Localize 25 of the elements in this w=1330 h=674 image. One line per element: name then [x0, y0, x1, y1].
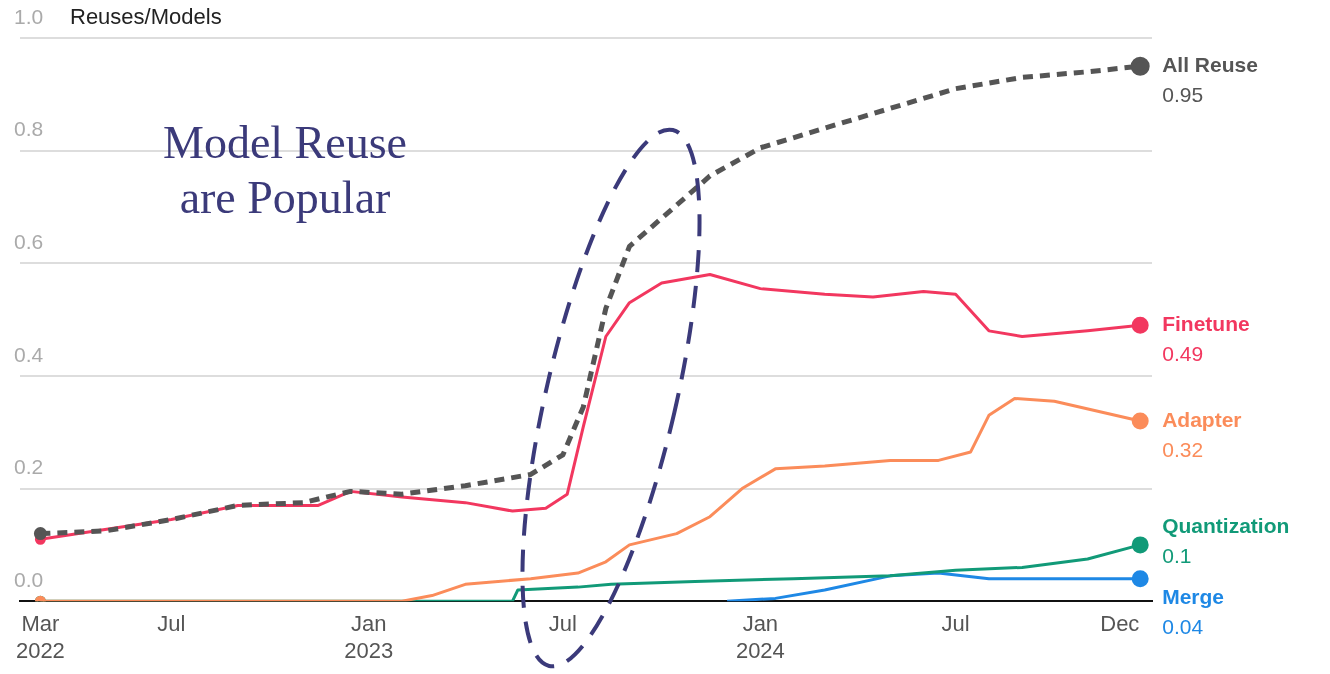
annotation: Model Reuse are Popular [162, 116, 408, 226]
x-tick-label: Dec [1100, 611, 1140, 637]
x-tick-label: Jul [157, 611, 186, 637]
y-tick-label: 0.8 [14, 117, 44, 141]
y-tick-label: 0.0 [14, 568, 44, 591]
data-label: 0.1 [1162, 543, 1192, 567]
y-axis-title: Reuses/Models [70, 4, 222, 30]
x-tick-label: Jul [548, 611, 577, 637]
x-tick-label: Mar 2022 [15, 611, 65, 663]
series-label: Merge [1162, 585, 1225, 609]
series-label: Finetune [1162, 312, 1250, 336]
y-tick-label: 1.0 [14, 4, 44, 28]
y-tick-label: 0.2 [14, 455, 44, 479]
y-tick-label: 0.4 [14, 342, 44, 366]
x-tick-label: Jul [941, 611, 970, 637]
series-label: Quantization [1162, 513, 1290, 537]
y-tick-label: 0.6 [14, 230, 44, 254]
x-tick-label: Jan 2024 [735, 611, 785, 663]
x-tick-label: Jan 2023 [344, 611, 394, 663]
data-label: 0.95 [1162, 82, 1204, 106]
data-label: 0.32 [1162, 437, 1204, 461]
data-label: 0.04 [1162, 615, 1204, 639]
series-label: Adapter [1162, 407, 1242, 431]
series-label: All Reuse [1162, 52, 1258, 76]
data-label: 0.49 [1162, 342, 1204, 366]
